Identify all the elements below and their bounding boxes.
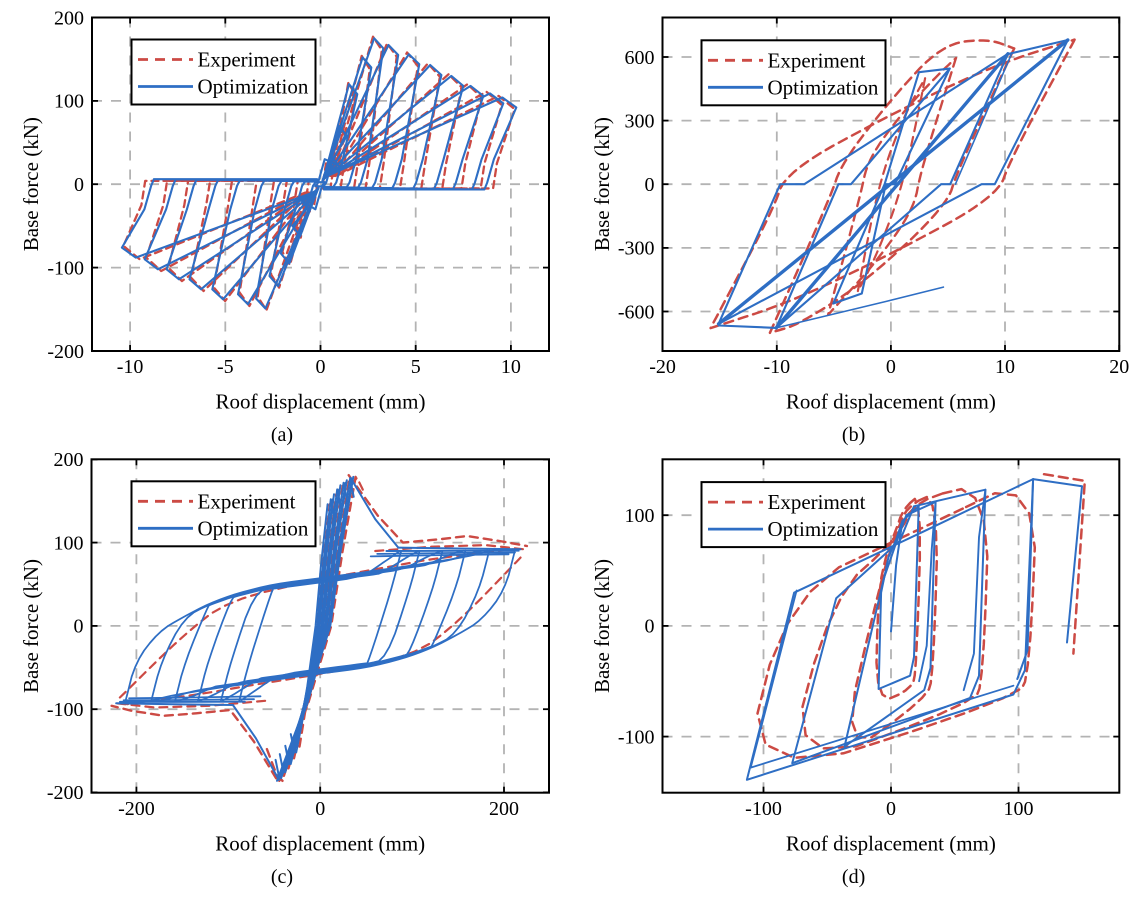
svg-text:0: 0 (316, 356, 326, 378)
svg-text:100: 100 (54, 91, 84, 113)
svg-text:5: 5 (411, 356, 421, 378)
svg-text:(b): (b) (842, 424, 865, 446)
svg-text:(c): (c) (271, 866, 293, 888)
svg-text:-5: -5 (217, 356, 234, 378)
svg-text:Experiment: Experiment (198, 48, 296, 72)
svg-text:Base force (kN): Base force (kN) (19, 117, 43, 251)
svg-text:100: 100 (54, 532, 84, 554)
svg-text:0: 0 (645, 616, 655, 638)
svg-text:-600: -600 (618, 301, 655, 323)
svg-text:0: 0 (886, 798, 896, 820)
svg-text:Base force (kN): Base force (kN) (590, 559, 614, 693)
svg-text:Experiment: Experiment (768, 490, 866, 514)
svg-text:-100: -100 (47, 257, 84, 279)
svg-text:0: 0 (315, 798, 325, 820)
svg-text:Optimization: Optimization (768, 517, 879, 541)
svg-text:Base force (kN): Base force (kN) (19, 559, 43, 693)
svg-text:Optimization: Optimization (198, 75, 309, 99)
svg-text:Optimization: Optimization (768, 75, 879, 99)
svg-text:-100: -100 (618, 726, 655, 748)
svg-text:200: 200 (489, 798, 519, 820)
svg-text:10: 10 (501, 356, 521, 378)
svg-text:Optimization: Optimization (198, 516, 309, 540)
svg-text:Roof displacement (mm): Roof displacement (mm) (215, 831, 425, 855)
svg-text:-10: -10 (117, 356, 144, 378)
svg-text:Experiment: Experiment (768, 48, 866, 72)
svg-text:Roof displacement (mm): Roof displacement (mm) (786, 831, 996, 855)
svg-text:0: 0 (74, 174, 84, 196)
svg-text:600: 600 (625, 47, 655, 69)
svg-text:-200: -200 (47, 341, 84, 363)
svg-text:0: 0 (74, 616, 84, 638)
svg-text:-300: -300 (618, 238, 655, 260)
svg-text:-200: -200 (118, 798, 155, 820)
svg-text:100: 100 (1004, 798, 1034, 820)
svg-text:100: 100 (625, 505, 655, 527)
svg-text:200: 200 (54, 449, 84, 471)
svg-text:200: 200 (54, 7, 84, 29)
svg-text:-20: -20 (649, 356, 676, 378)
svg-text:-100: -100 (47, 699, 84, 721)
svg-text:(d): (d) (842, 866, 865, 888)
svg-text:(a): (a) (271, 424, 293, 446)
svg-text:-100: -100 (745, 798, 782, 820)
svg-text:0: 0 (886, 356, 896, 378)
svg-text:Base force (kN): Base force (kN) (590, 117, 614, 251)
svg-text:Roof displacement (mm): Roof displacement (mm) (216, 390, 426, 414)
svg-text:Roof displacement (mm): Roof displacement (mm) (786, 390, 996, 414)
svg-text:20: 20 (1109, 356, 1129, 378)
svg-text:300: 300 (625, 110, 655, 132)
svg-text:Experiment: Experiment (198, 489, 296, 513)
svg-text:-200: -200 (47, 782, 84, 804)
svg-text:10: 10 (995, 356, 1015, 378)
svg-text:-10: -10 (763, 356, 790, 378)
svg-text:0: 0 (645, 174, 655, 196)
